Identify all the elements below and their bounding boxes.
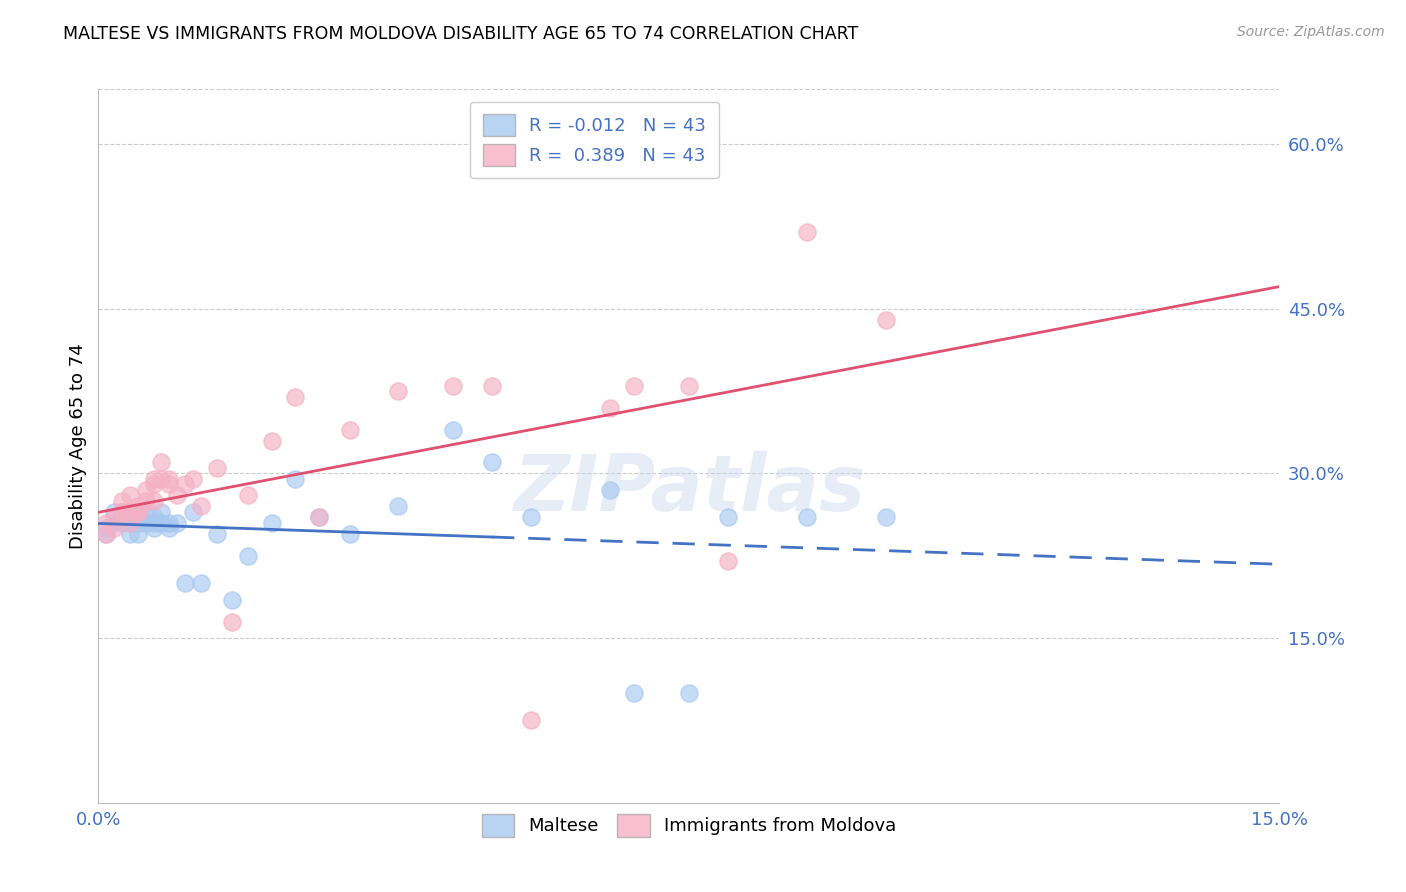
Y-axis label: Disability Age 65 to 74: Disability Age 65 to 74 bbox=[69, 343, 87, 549]
Point bbox=[221, 592, 243, 607]
Point bbox=[236, 549, 259, 563]
Point bbox=[796, 510, 818, 524]
Point bbox=[150, 516, 173, 530]
Point bbox=[339, 423, 361, 437]
Point bbox=[599, 401, 621, 415]
Point bbox=[205, 461, 228, 475]
Point bbox=[157, 521, 180, 535]
Text: Source: ZipAtlas.com: Source: ZipAtlas.com bbox=[1237, 25, 1385, 39]
Point bbox=[111, 494, 134, 508]
Point bbox=[111, 505, 134, 519]
Text: ZIPatlas: ZIPatlas bbox=[513, 450, 865, 527]
Point bbox=[441, 423, 464, 437]
Point bbox=[678, 686, 700, 700]
Point bbox=[174, 477, 197, 491]
Point bbox=[118, 510, 141, 524]
Point bbox=[135, 483, 157, 497]
Point bbox=[142, 477, 165, 491]
Point bbox=[190, 500, 212, 514]
Point bbox=[441, 378, 464, 392]
Point bbox=[190, 576, 212, 591]
Point bbox=[717, 510, 740, 524]
Point bbox=[717, 554, 740, 568]
Point bbox=[103, 521, 125, 535]
Point bbox=[284, 472, 307, 486]
Point bbox=[520, 714, 543, 728]
Point bbox=[96, 521, 118, 535]
Point bbox=[142, 472, 165, 486]
Point bbox=[221, 615, 243, 629]
Point bbox=[150, 472, 173, 486]
Point bbox=[118, 516, 141, 530]
Point bbox=[142, 521, 165, 535]
Point bbox=[166, 516, 188, 530]
Point bbox=[387, 384, 409, 398]
Point bbox=[127, 516, 149, 530]
Point bbox=[118, 505, 141, 519]
Point bbox=[111, 505, 134, 519]
Point bbox=[127, 510, 149, 524]
Point bbox=[796, 225, 818, 239]
Point bbox=[142, 516, 165, 530]
Point bbox=[481, 378, 503, 392]
Point bbox=[103, 516, 125, 530]
Point bbox=[103, 510, 125, 524]
Point bbox=[157, 477, 180, 491]
Point bbox=[111, 510, 134, 524]
Point bbox=[174, 576, 197, 591]
Point bbox=[205, 526, 228, 541]
Point bbox=[157, 472, 180, 486]
Point bbox=[284, 390, 307, 404]
Point bbox=[127, 505, 149, 519]
Legend: Maltese, Immigrants from Moldova: Maltese, Immigrants from Moldova bbox=[474, 807, 904, 844]
Point bbox=[142, 494, 165, 508]
Point bbox=[236, 488, 259, 502]
Point bbox=[308, 510, 330, 524]
Point bbox=[260, 516, 283, 530]
Point bbox=[111, 516, 134, 530]
Point bbox=[308, 510, 330, 524]
Point bbox=[127, 500, 149, 514]
Point bbox=[103, 505, 125, 519]
Point bbox=[481, 455, 503, 469]
Point bbox=[96, 526, 118, 541]
Point bbox=[118, 526, 141, 541]
Point bbox=[599, 483, 621, 497]
Point bbox=[875, 312, 897, 326]
Point bbox=[142, 510, 165, 524]
Point bbox=[387, 500, 409, 514]
Point bbox=[96, 526, 118, 541]
Point bbox=[118, 488, 141, 502]
Point bbox=[150, 455, 173, 469]
Point bbox=[166, 488, 188, 502]
Point bbox=[520, 510, 543, 524]
Point bbox=[623, 686, 645, 700]
Point bbox=[127, 526, 149, 541]
Point bbox=[181, 472, 204, 486]
Point bbox=[135, 505, 157, 519]
Point bbox=[678, 378, 700, 392]
Point bbox=[127, 505, 149, 519]
Point bbox=[150, 505, 173, 519]
Point bbox=[135, 494, 157, 508]
Point bbox=[181, 505, 204, 519]
Text: MALTESE VS IMMIGRANTS FROM MOLDOVA DISABILITY AGE 65 TO 74 CORRELATION CHART: MALTESE VS IMMIGRANTS FROM MOLDOVA DISAB… bbox=[63, 25, 859, 43]
Point bbox=[623, 378, 645, 392]
Point bbox=[875, 510, 897, 524]
Point bbox=[111, 505, 134, 519]
Point bbox=[339, 526, 361, 541]
Point bbox=[135, 516, 157, 530]
Point bbox=[118, 516, 141, 530]
Point bbox=[96, 516, 118, 530]
Point bbox=[157, 516, 180, 530]
Point bbox=[260, 434, 283, 448]
